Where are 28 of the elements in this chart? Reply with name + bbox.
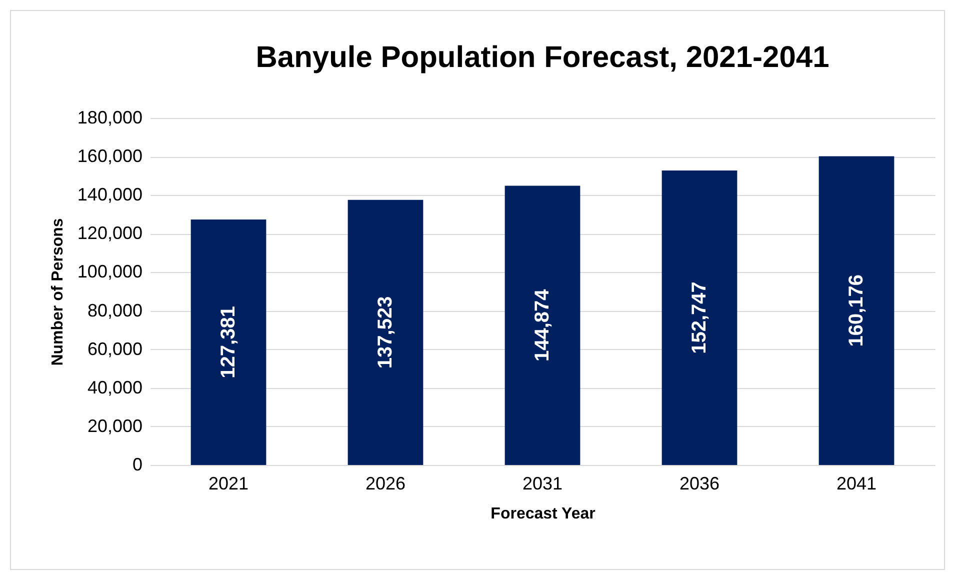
data-label: 144,874 <box>532 288 554 362</box>
y-tick-label: 160,000 <box>77 146 142 166</box>
bar <box>348 200 424 465</box>
x-tick-label: 2026 <box>365 474 406 494</box>
y-tick-label: 120,000 <box>77 223 142 244</box>
data-label: 160,176 <box>846 274 868 347</box>
y-tick-label: 20,000 <box>87 416 142 436</box>
y-tick-label: 140,000 <box>77 184 142 205</box>
y-tick-label: 80,000 <box>87 300 142 320</box>
bar <box>662 170 738 465</box>
y-tick-label: 40,000 <box>87 377 142 398</box>
data-label: 152,747 <box>688 282 710 354</box>
y-tick-label: 180,000 <box>77 108 142 128</box>
y-tick-label: 0 <box>132 454 142 474</box>
bar <box>190 219 266 465</box>
x-tick-label: 2031 <box>522 474 563 494</box>
data-label: 127,381 <box>218 306 240 378</box>
x-tick-label: 2036 <box>679 474 720 494</box>
chart-title: Banyule Population Forecast, 2021-2041 <box>256 41 830 74</box>
bar <box>504 186 580 465</box>
y-tick-label: 60,000 <box>87 338 142 359</box>
x-tick-label: 2041 <box>836 474 877 494</box>
y-axis-title: Number of Persons <box>49 218 66 366</box>
y-tick-label: 100,000 <box>77 262 142 282</box>
data-label: 137,523 <box>374 296 396 369</box>
x-tick-label: 2021 <box>208 474 249 494</box>
x-axis-title: Forecast Year <box>490 506 596 522</box>
bar <box>818 156 894 465</box>
